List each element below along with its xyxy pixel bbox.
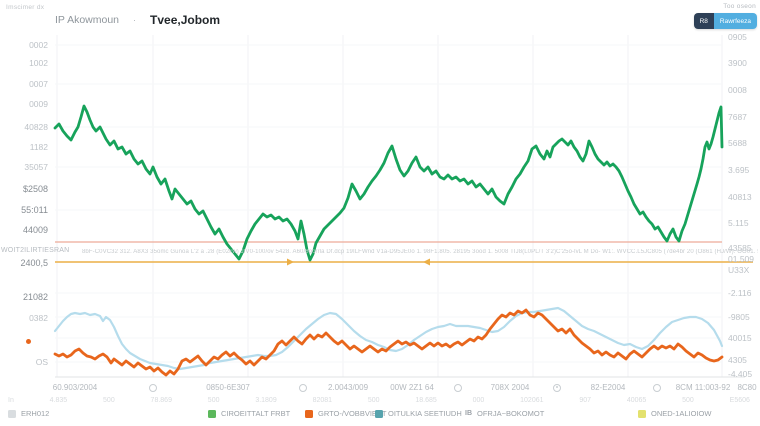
x-axis-circle-marker [553,384,561,392]
x-axis-label: 708X 2004 [490,383,530,392]
footer-number: 500 [682,397,694,404]
legend-swatch-icon [375,409,383,418]
x-axis-label: 8C80 [737,383,757,392]
right-axis-label: 7687 [728,112,747,122]
legend-item[interactable]: GRTO-/VOBBVIEBT [305,409,387,418]
legend: ERH012 CIROEITTALT FRBT GRTO-/VOBBVIEBT OIT… [0,409,760,423]
legend-label: OITULKIA SEETIUDH [388,409,462,418]
left-axis-label: OS [35,357,48,367]
footer-number: 78.869 [150,397,172,404]
legend-label: ERH012 [21,409,50,418]
footer-number: 000 [472,397,485,404]
x-axis-label: 60.903/2004 [52,383,98,392]
legend-item[interactable]: ERH012 [8,409,49,418]
right-axis-label: 5688 [728,138,747,148]
legend-swatch-icon [638,409,646,418]
legend-item[interactable]: IB OFRJA~BOKOMOT [465,409,544,418]
top-right-label: Too oseon [723,3,756,10]
legend-label: ONED-1ALIOIOW [651,409,712,418]
x-axis-label: 8CM 11:003-92 [675,383,731,392]
right-axis-label: 0905 [728,32,747,42]
right-axis-label: -9805 [728,312,750,322]
orange-arrow-hline-arrow [287,258,294,266]
legend-label: GRTO-/VOBBVIEBT [318,409,387,418]
footer-number: 18.685 [415,397,437,404]
legend-item[interactable]: ONED-1ALIOIOW [638,409,711,418]
left-axis-label: 2400,5 [20,258,48,268]
tab-inactive[interactable]: IP Akowmoun [55,14,120,26]
footer-number: 4.835 [49,397,68,404]
header-tabs: IP Akowmoun · Tvee,Jobom [55,13,220,27]
left-margin-dot [26,339,31,344]
footer-number: E5606 [729,397,750,404]
series-orange-indicator [53,308,724,377]
tab-active[interactable]: Tvee,Jobom [150,13,221,27]
right-axis-label: 01.509 [728,254,754,264]
right-axis-label: 40015 [728,333,752,343]
legend-label: CIROEITTALT FRBT [221,409,291,418]
annotation-band-prefix: WOIT2ILIRTIESRAN [1,247,70,254]
footer-number: In [8,397,14,404]
right-axis-label: 0008 [728,85,747,95]
footer-number: 82081 [312,397,333,404]
left-axis-label: 55:011 [21,205,48,215]
left-axis-label: 0002 [29,40,48,50]
left-axis-label: 44009 [22,225,48,235]
orange-arrow-hline-arrow [423,258,430,266]
right-axis-label: 5.115 [728,218,749,228]
x-axis-circle-marker [454,384,462,392]
x-axis-circle-marker [653,384,661,392]
footer-number: 102061 [520,397,544,404]
left-axis-label: 35057 [24,162,48,172]
series-blue-indicator [53,306,724,371]
legend-text-icon: IB [465,410,472,417]
right-axis-label: 3.695 [728,165,750,175]
series-green-price [53,104,724,262]
right-axis-label: 3900 [728,58,747,68]
legend-item[interactable]: CIROEITTALT FRBT [208,409,290,418]
x-axis-circle-marker [299,384,307,392]
legend-swatch-icon [305,409,313,418]
left-axis-label: 1002 [29,58,48,68]
watermark-text: Imscimer dx [6,4,45,11]
x-axis-label: 82-E2004 [590,383,626,392]
legend-label: OFRJA~BOKOMOT [477,409,545,418]
tab-separator: · [133,15,137,25]
right-axis-label: -2.116 [728,288,752,298]
footer-number: 3.1809 [255,397,277,404]
footer-number: 907 [579,397,592,404]
x-axis-label: 0850-6E307 [206,383,250,392]
right-axis-label: 43585 [728,243,752,253]
x-axis-label: 2.0043/009 [327,383,369,392]
right-axis-label: 4305 [728,355,747,365]
right-axis-label: 40813 [728,192,752,202]
toggle-right-segment[interactable]: Rawrfeeza [713,13,757,29]
legend-swatch-icon [208,409,216,418]
toggle-left-segment[interactable]: R8 [693,13,714,29]
left-axis-label: 0007 [29,79,48,89]
right-axis-label: U33X [728,265,750,275]
footer-numbers-row: In 4.835 500 78.869 500 3.1809 82081 500 18.685 0… [8,397,750,404]
x-axis-label: 00W 2Z1 64 [390,383,434,392]
legend-item[interactable]: OITULKIA SEETIUDH [375,409,462,418]
annotation-band-text: 8bF-C0VC32 312. A8X3 35omc Gunoa L'2 a .… [82,249,758,255]
left-axis-label: 21082 [22,292,48,302]
left-axis-label: 40828 [24,122,48,132]
right-axis-label: -4.405 [728,369,753,379]
x-axis-circle-marker [149,384,157,392]
left-axis-label: $2508 [22,184,48,194]
view-toggle: R8 Rawrfeeza [693,13,757,29]
footer-number: 500 [103,397,115,404]
left-axis-label: 0382 [29,313,48,323]
footer-number: 500 [207,397,220,404]
footer-number: 500 [367,397,380,404]
left-axis-label: 1182 [29,142,48,152]
footer-number: 40065 [626,397,647,404]
left-axis-label: 0009 [29,99,48,109]
legend-swatch-icon [8,409,16,418]
